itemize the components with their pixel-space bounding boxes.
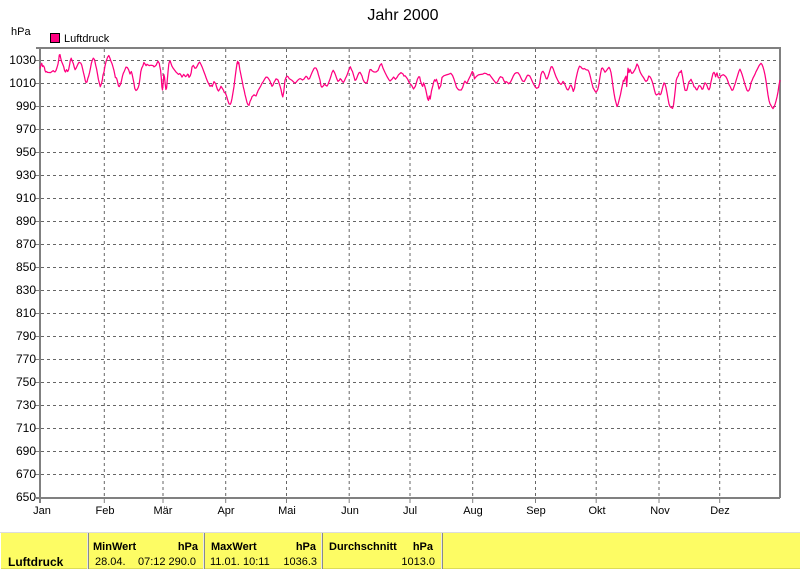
svg-text:10:11: 10:11 <box>243 556 270 568</box>
svg-text:770: 770 <box>16 352 36 366</box>
svg-text:hPa: hPa <box>178 541 199 553</box>
svg-text:Sep: Sep <box>526 505 546 517</box>
svg-text:Dez: Dez <box>710 505 730 517</box>
svg-text:hPa: hPa <box>296 541 317 553</box>
svg-text:650: 650 <box>16 490 36 504</box>
svg-text:11.01.: 11.01. <box>210 556 240 568</box>
svg-text:970: 970 <box>16 122 36 136</box>
svg-text:Okt: Okt <box>588 505 605 517</box>
svg-text:Jul: Jul <box>403 505 417 517</box>
svg-text:Jun: Jun <box>341 505 359 517</box>
svg-text:Apr: Apr <box>217 505 234 517</box>
svg-text:290.0: 290.0 <box>168 556 196 568</box>
svg-text:MaxWert: MaxWert <box>211 541 257 553</box>
svg-text:890: 890 <box>16 214 36 228</box>
svg-text:790: 790 <box>16 329 36 343</box>
svg-text:710: 710 <box>16 421 36 435</box>
svg-text:1013.0: 1013.0 <box>401 556 435 568</box>
svg-text:Feb: Feb <box>96 505 115 517</box>
svg-text:Aug: Aug <box>463 505 483 517</box>
svg-text:810: 810 <box>16 306 36 320</box>
svg-text:670: 670 <box>16 467 36 481</box>
svg-text:hPa: hPa <box>413 541 434 553</box>
svg-text:1036.3: 1036.3 <box>283 556 317 568</box>
svg-text:990: 990 <box>16 99 36 113</box>
svg-text:Mär: Mär <box>154 505 173 517</box>
svg-text:Nov: Nov <box>650 505 670 517</box>
svg-text:690: 690 <box>16 444 36 458</box>
svg-text:870: 870 <box>16 237 36 251</box>
svg-text:07:12: 07:12 <box>138 556 166 568</box>
svg-text:Luftdruck: Luftdruck <box>64 33 110 45</box>
svg-text:Jahr 2000: Jahr 2000 <box>367 7 438 24</box>
svg-text:MinWert: MinWert <box>93 541 137 553</box>
svg-text:910: 910 <box>16 191 36 205</box>
svg-text:1030: 1030 <box>9 53 36 67</box>
svg-text:Durchschnitt: Durchschnitt <box>329 541 397 553</box>
svg-text:Mai: Mai <box>278 505 296 517</box>
svg-text:730: 730 <box>16 398 36 412</box>
svg-text:Luftdruck: Luftdruck <box>8 555 64 569</box>
svg-text:930: 930 <box>16 168 36 182</box>
svg-text:750: 750 <box>16 375 36 389</box>
svg-text:28.04.: 28.04. <box>95 556 126 568</box>
svg-text:950: 950 <box>16 145 36 159</box>
svg-text:850: 850 <box>16 260 36 274</box>
svg-text:1010: 1010 <box>9 76 36 90</box>
svg-text:Jan: Jan <box>33 505 51 517</box>
svg-text:830: 830 <box>16 283 36 297</box>
svg-text:hPa: hPa <box>11 26 31 38</box>
